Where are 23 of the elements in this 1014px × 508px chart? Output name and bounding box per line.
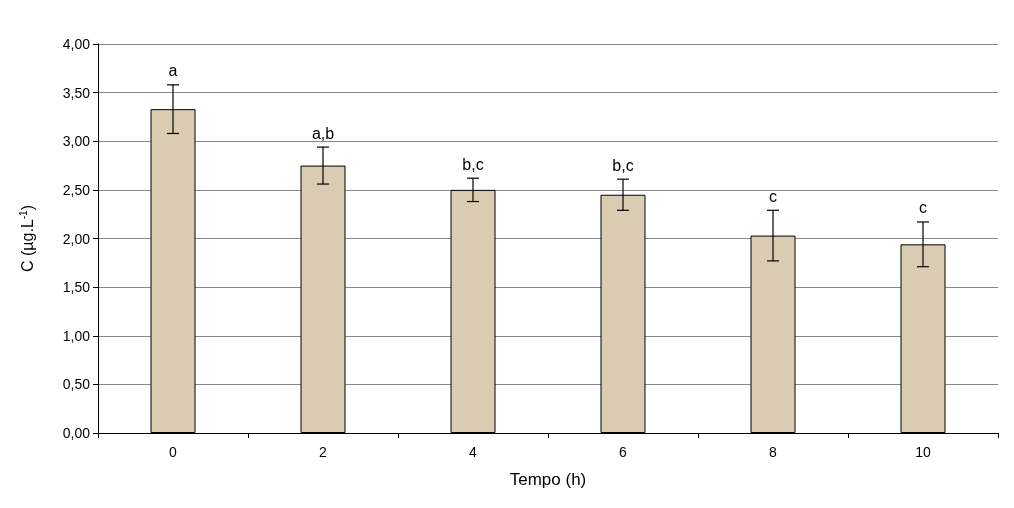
annotation: a xyxy=(168,62,178,80)
y-tick-label: 3,00 xyxy=(62,133,91,150)
y-tick-label: 1,00 xyxy=(62,327,91,344)
x-tick-label: 10 xyxy=(915,444,931,460)
annotation: c xyxy=(769,187,777,205)
y-tick-label: 4,00 xyxy=(62,36,91,52)
x-tick-label: 8 xyxy=(769,444,778,460)
y-tick-label: 0,50 xyxy=(62,376,91,393)
y-axis-title: C (µg.L-1) xyxy=(17,205,36,273)
y-tick-label: 2,50 xyxy=(62,181,91,198)
x-tick-label: 4 xyxy=(469,444,478,460)
x-tick-label: 2 xyxy=(319,444,328,460)
annotation: b,c xyxy=(612,156,634,174)
annotation: c xyxy=(919,199,927,217)
x-tick-label: 6 xyxy=(619,444,628,460)
y-tick-label: 3,50 xyxy=(62,84,91,101)
x-axis-title: Tempo (h) xyxy=(509,470,587,489)
y-tick-label: 2,00 xyxy=(62,230,91,247)
y-tick-label: 1,50 xyxy=(62,279,91,296)
annotation: b,c xyxy=(462,155,484,173)
y-tick-label: 0,00 xyxy=(62,425,91,441)
x-tick-label: 0 xyxy=(169,444,178,460)
annotation: a,b xyxy=(311,124,335,142)
